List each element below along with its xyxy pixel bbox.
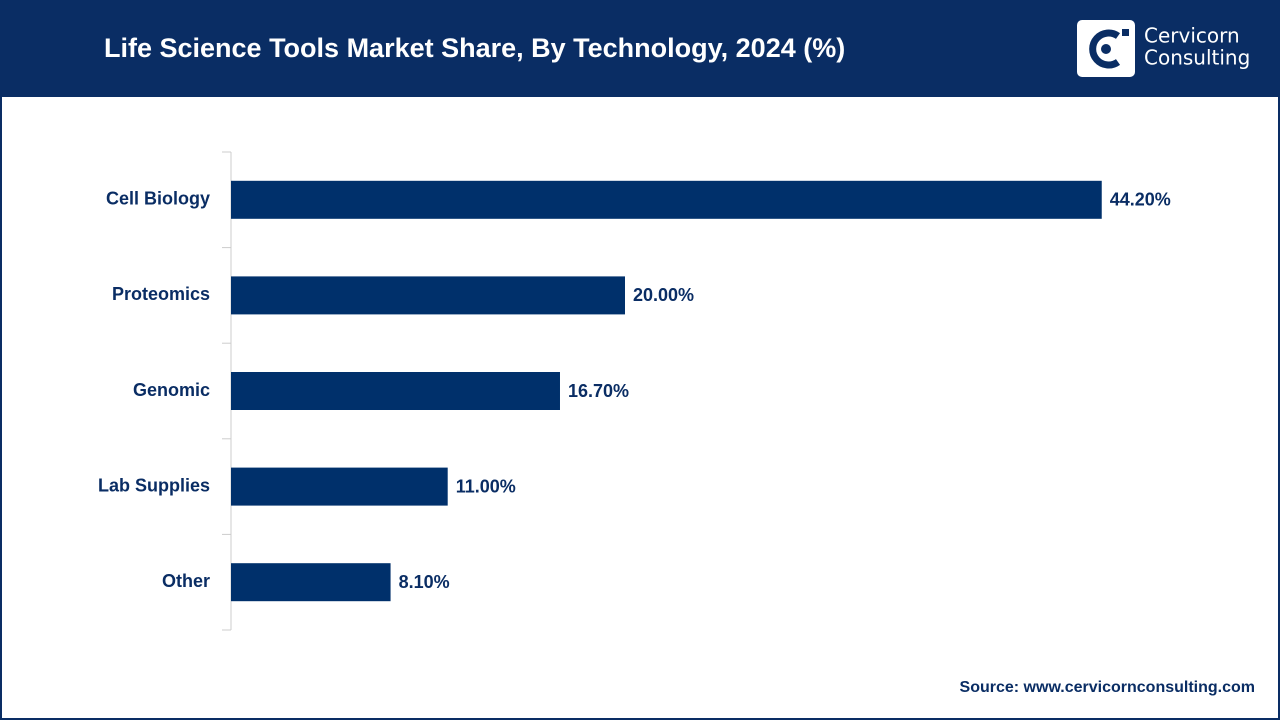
source: Source: www.cervicornconsulting.com (960, 679, 1255, 696)
value-label: 20.00% (633, 285, 694, 305)
logo-dot (1101, 44, 1111, 54)
logo-text: Consulting (1144, 46, 1250, 70)
bar (231, 180, 1102, 219)
logo-text: Cervicorn (1144, 24, 1240, 48)
y-tick-label: Cell Biology (106, 189, 210, 209)
y-tick-label: Genomic (133, 380, 210, 400)
value-label: 8.10% (399, 572, 450, 592)
y-tick-label: Other (162, 571, 210, 591)
header (0, 0, 1280, 97)
bar (231, 372, 560, 410)
chart-title: Life Science Tools Market Share, By Tech… (104, 33, 845, 63)
value-label: 16.70% (568, 381, 629, 401)
value-label: 11.00% (456, 476, 516, 496)
logo-icon (1089, 29, 1121, 69)
bar (231, 467, 448, 506)
y-tick-label: Lab Supplies (98, 475, 210, 495)
y-tick-label: Proteomics (112, 284, 210, 304)
value-label: 44.20% (1110, 190, 1171, 210)
bar (231, 563, 391, 602)
logo-square (1122, 29, 1129, 36)
bar (231, 276, 625, 315)
